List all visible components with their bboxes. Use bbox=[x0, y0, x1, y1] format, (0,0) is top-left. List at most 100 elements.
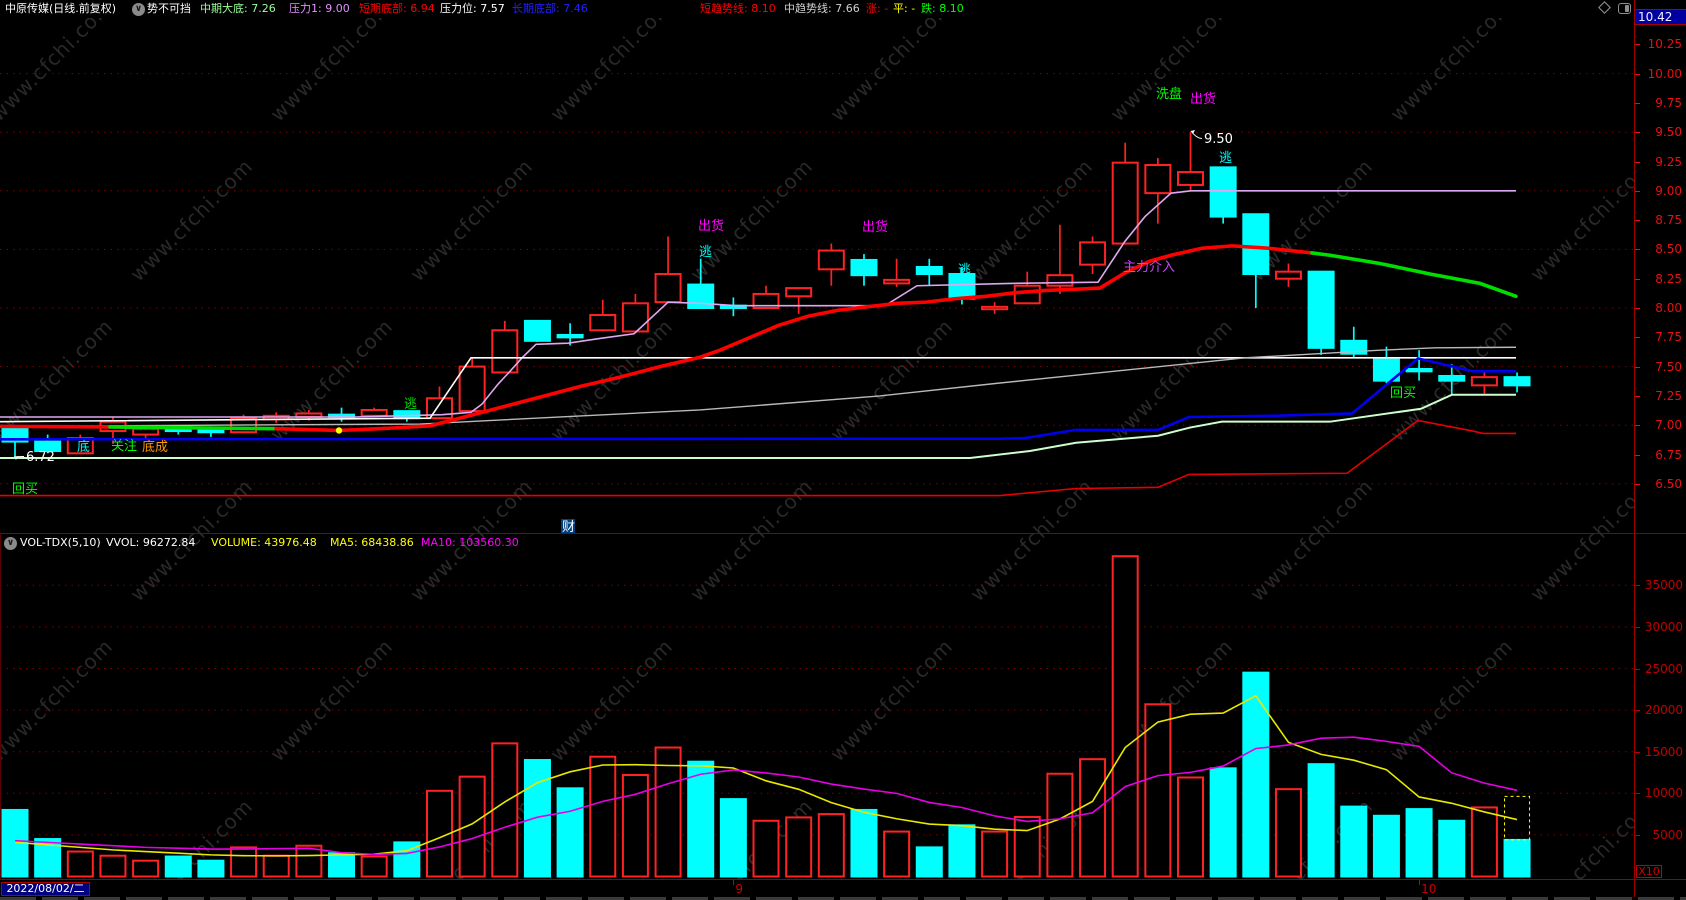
candle-body[interactable] bbox=[1177, 171, 1205, 186]
volume-bar[interactable] bbox=[393, 841, 421, 878]
candle-body[interactable] bbox=[491, 329, 519, 374]
candle-body[interactable] bbox=[1405, 367, 1433, 373]
volume-bar[interactable] bbox=[589, 755, 617, 878]
volume-bar[interactable] bbox=[458, 775, 486, 878]
candle-body[interactable] bbox=[915, 265, 943, 276]
volume-bar[interactable] bbox=[621, 773, 649, 878]
volume-bar[interactable] bbox=[1111, 555, 1139, 878]
volume-bar[interactable] bbox=[785, 816, 813, 878]
volume-bar[interactable] bbox=[295, 844, 323, 878]
trend-line bbox=[0, 244, 1518, 433]
candle-body[interactable] bbox=[1340, 339, 1368, 355]
candle-body[interactable] bbox=[883, 278, 911, 285]
volume-bar[interactable] bbox=[262, 854, 290, 878]
candle-body[interactable] bbox=[1144, 164, 1172, 195]
price-axis[interactable]: 10.25 10.00 9.75 9.50 9.25 9.00 8.75 8.50 8.25 8.… bbox=[1635, 0, 1686, 533]
price-tick-mark bbox=[1635, 249, 1640, 251]
volume-bar[interactable] bbox=[1340, 805, 1368, 878]
volume-bar[interactable] bbox=[1372, 814, 1400, 878]
volume-bar[interactable] bbox=[491, 742, 519, 878]
candle-body[interactable] bbox=[523, 319, 551, 342]
volume-bar[interactable] bbox=[1274, 788, 1302, 878]
candle-body[interactable] bbox=[1013, 284, 1041, 305]
volume-bar[interactable] bbox=[556, 787, 584, 878]
volume-bar[interactable] bbox=[981, 830, 1009, 878]
chevron-down-icon[interactable]: ∨ bbox=[132, 3, 145, 16]
candle-body[interactable] bbox=[1079, 241, 1107, 266]
volume-bar[interactable] bbox=[752, 819, 780, 878]
volume-bar[interactable] bbox=[1144, 703, 1172, 878]
volume-bar[interactable] bbox=[230, 846, 258, 878]
chevron-down-icon[interactable]: ∨ bbox=[4, 537, 17, 550]
price-tick-label: 9.50 bbox=[1655, 125, 1682, 140]
volume-bar[interactable] bbox=[1438, 819, 1466, 878]
volume-bar[interactable] bbox=[523, 759, 551, 878]
volume-bar[interactable] bbox=[197, 859, 225, 878]
stock-title: 中原传媒(日线.前复权) bbox=[5, 2, 117, 15]
volume-bar[interactable] bbox=[948, 824, 976, 878]
volume-bar[interactable] bbox=[66, 850, 94, 878]
candle-body[interactable] bbox=[132, 427, 160, 436]
volume-bar[interactable] bbox=[687, 760, 715, 878]
volume-bar[interactable] bbox=[164, 855, 192, 878]
candle-body[interactable] bbox=[1503, 376, 1531, 387]
volume-bar[interactable] bbox=[654, 746, 682, 878]
candle-body[interactable] bbox=[556, 333, 584, 339]
volume-bar[interactable] bbox=[1079, 758, 1107, 878]
candle-body[interactable] bbox=[1438, 374, 1466, 382]
candle-body[interactable] bbox=[1274, 270, 1302, 280]
volume-bar[interactable] bbox=[1503, 838, 1531, 878]
volume-bar[interactable] bbox=[360, 855, 388, 878]
candle-body[interactable] bbox=[981, 305, 1009, 311]
date-axis[interactable]: 2022/08/02/二 9 10 bbox=[0, 880, 1686, 897]
candle-body[interactable] bbox=[1307, 270, 1335, 349]
candle-body[interactable] bbox=[621, 302, 649, 333]
volume-bar[interactable] bbox=[1177, 776, 1205, 878]
candle-body[interactable] bbox=[1046, 274, 1074, 287]
volume-bar[interactable] bbox=[99, 854, 127, 878]
candle-body[interactable] bbox=[360, 408, 388, 417]
overlay-line bbox=[0, 357, 1516, 423]
pane-divider[interactable] bbox=[0, 533, 1686, 534]
volume-bar[interactable] bbox=[719, 798, 747, 878]
indicator-reading: 短期底部: 6.94 bbox=[359, 2, 435, 15]
volume-bar[interactable] bbox=[850, 808, 878, 878]
volume-bar[interactable] bbox=[328, 852, 356, 878]
month-tick bbox=[1419, 880, 1421, 885]
volume-bar[interactable] bbox=[1209, 767, 1237, 878]
candle-body[interactable] bbox=[850, 258, 878, 277]
volume-bars bbox=[1, 555, 1531, 878]
volume-bar[interactable] bbox=[1046, 772, 1074, 878]
candle-body[interactable] bbox=[1209, 166, 1237, 218]
volume-bar[interactable] bbox=[817, 813, 845, 878]
volume-bar[interactable] bbox=[132, 859, 160, 878]
candle-body[interactable] bbox=[785, 287, 813, 298]
price-tick-mark bbox=[1635, 425, 1640, 427]
candle-body[interactable] bbox=[752, 292, 780, 310]
candle-body[interactable] bbox=[1470, 376, 1498, 387]
chart-annotation: 回买 bbox=[12, 482, 38, 497]
volume-axis[interactable]: 35000 30000 25000 20000 15000 10000 5000 bbox=[1635, 0, 1686, 880]
diamond-icon[interactable] bbox=[1598, 1, 1611, 14]
volume-bar[interactable] bbox=[1405, 808, 1433, 878]
candle-body[interactable] bbox=[1372, 358, 1400, 382]
volume-bar[interactable] bbox=[1242, 671, 1270, 878]
volume-bar[interactable] bbox=[1307, 763, 1335, 878]
volume-tick-mark bbox=[1635, 626, 1640, 628]
trend-segment bbox=[1310, 251, 1518, 299]
volume-bar[interactable] bbox=[915, 846, 943, 878]
panel-right-icon[interactable] bbox=[1618, 3, 1631, 14]
candle-body[interactable] bbox=[687, 283, 715, 309]
candle-body[interactable] bbox=[589, 314, 617, 332]
candle-body[interactable] bbox=[654, 273, 682, 304]
volume-bar[interactable] bbox=[1013, 816, 1041, 878]
candle-body[interactable] bbox=[948, 273, 976, 300]
volume-bar[interactable] bbox=[883, 830, 911, 878]
volume-bar[interactable] bbox=[1470, 806, 1498, 878]
candle-body[interactable] bbox=[1242, 213, 1270, 276]
volume-chart[interactable] bbox=[0, 553, 1686, 880]
candle-body[interactable] bbox=[817, 249, 845, 271]
candle-body[interactable] bbox=[34, 440, 62, 452]
